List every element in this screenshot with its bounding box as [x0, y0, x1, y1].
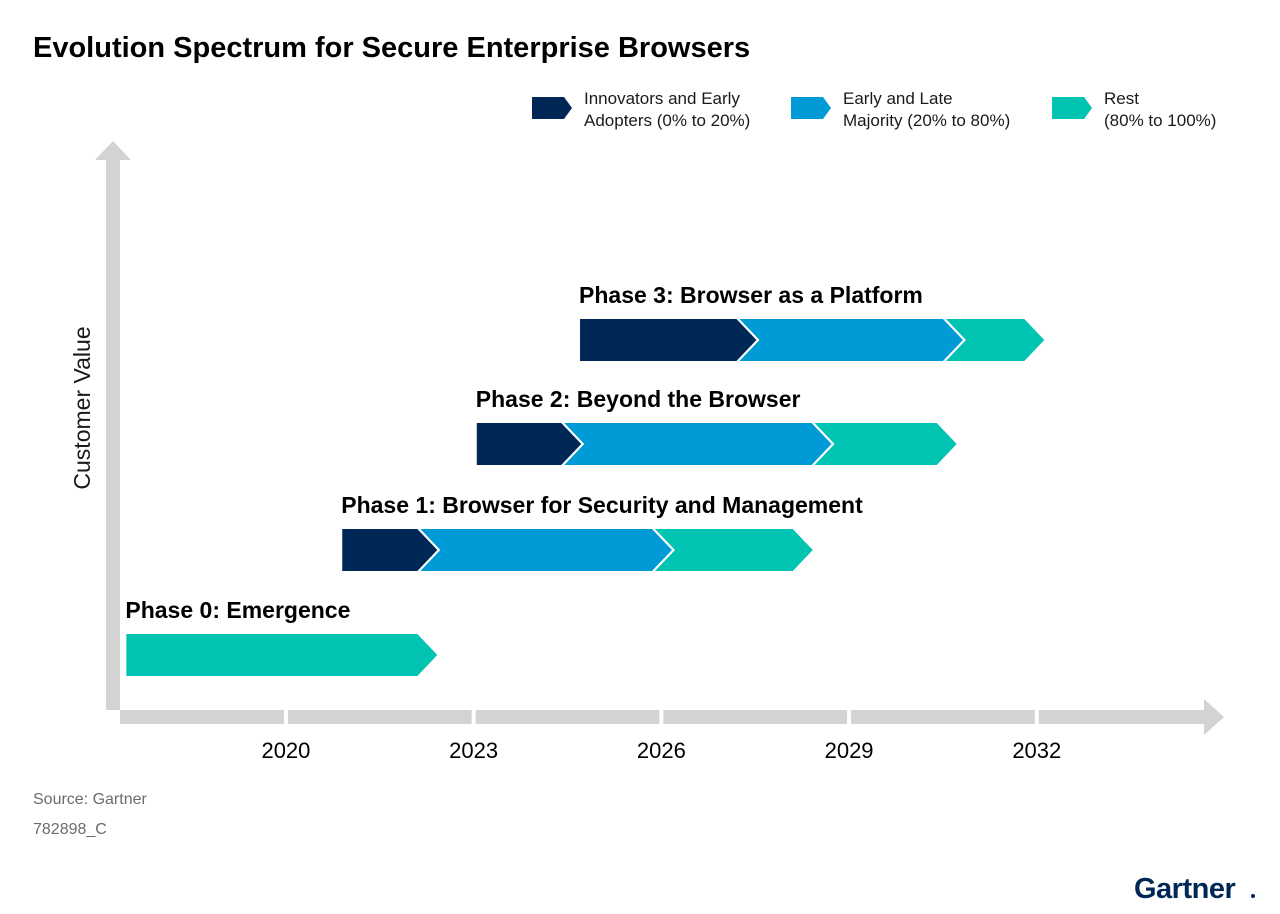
x-tick-mark-2020 — [283, 708, 288, 726]
segment-innovators — [342, 529, 438, 571]
x-axis-ticks: 2020 2023 2026 2029 2032 — [261, 708, 1061, 763]
y-axis-label: Customer Value — [69, 326, 95, 489]
phase-row-2: Phase 2: Beyond the Browser — [476, 386, 957, 465]
legend-label-rest-line1: Rest — [1104, 89, 1139, 108]
x-tick-label-2023: 2023 — [449, 738, 498, 763]
phase-label: Phase 1: Browser for Security and Manage… — [341, 492, 863, 518]
legend-label-majority-line1: Early and Late — [843, 89, 953, 108]
x-tick-label-2029: 2029 — [825, 738, 874, 763]
x-tick-mark-2023 — [471, 708, 476, 726]
source-note: Source: Gartner — [33, 791, 148, 808]
chart-title: Evolution Spectrum for Secure Enterprise… — [33, 32, 750, 64]
segment-rest — [654, 529, 813, 571]
phase-row-1: Phase 1: Browser for Security and Manage… — [341, 492, 863, 571]
phase-bars: Phase 3: Browser as a Platform Phase 2: B… — [125, 282, 1045, 676]
x-tick-mark-2029 — [847, 708, 852, 726]
legend-swatch-innovators — [532, 97, 572, 119]
legend-label-innovators-line1: Innovators and Early — [584, 89, 740, 108]
segment-majority — [739, 319, 963, 361]
legend-label-rest-line2: (80% to 100%) — [1104, 111, 1216, 130]
x-axis-arrowhead — [1204, 699, 1224, 735]
segment-innovators — [476, 423, 582, 465]
gartner-wordmark: Gartner — [1134, 873, 1235, 905]
phase-label: Phase 0: Emergence — [125, 597, 350, 623]
y-axis-line — [106, 158, 120, 710]
segment-majority — [420, 529, 672, 571]
segment-rest — [126, 634, 438, 676]
figure-id: 782898_C — [33, 821, 107, 838]
legend-swatch-rest — [1052, 97, 1092, 119]
phase-label: Phase 2: Beyond the Browser — [476, 386, 801, 412]
x-tick-label-2020: 2020 — [261, 738, 310, 763]
x-tick-mark-2032 — [1034, 708, 1039, 726]
segment-majority — [564, 423, 832, 465]
y-axis: Customer Value — [69, 141, 131, 710]
x-tick-mark-2026 — [659, 708, 664, 726]
gartner-logo: Gartner — [1134, 873, 1255, 905]
phase-row-0: Phase 0: Emergence — [125, 597, 438, 676]
y-axis-arrowhead — [95, 141, 131, 160]
segment-innovators — [580, 319, 757, 361]
segment-rest — [945, 319, 1045, 361]
legend-label-innovators-line2: Adopters (0% to 20%) — [584, 111, 750, 130]
legend: Innovators and Early Adopters (0% to 20%… — [532, 89, 1216, 130]
registered-mark-icon — [1251, 894, 1255, 898]
legend-label-majority-line2: Majority (20% to 80%) — [843, 111, 1010, 130]
segment-rest — [814, 423, 957, 465]
x-tick-label-2032: 2032 — [1012, 738, 1061, 763]
legend-swatch-majority — [791, 97, 831, 119]
phase-label: Phase 3: Browser as a Platform — [579, 282, 923, 308]
x-tick-label-2026: 2026 — [637, 738, 686, 763]
phase-row-3: Phase 3: Browser as a Platform — [579, 282, 1045, 361]
